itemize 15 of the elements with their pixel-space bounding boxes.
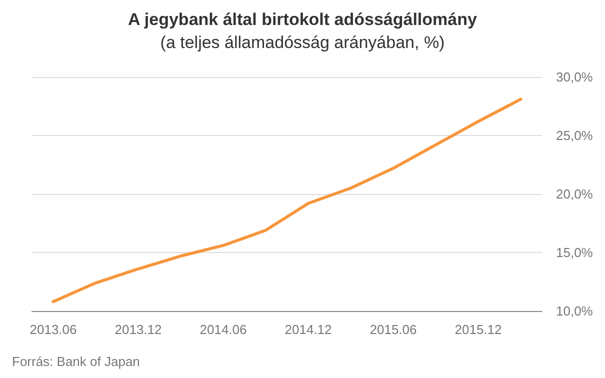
text: Forrás: Bank of Japan: [12, 354, 140, 369]
y-tick-label: 30,0%: [556, 70, 594, 84]
line-series: [52, 98, 522, 304]
x-tick-label: 2014.06: [200, 322, 247, 337]
x-tick-label: 2013.12: [114, 322, 162, 337]
y-tick-label: 20,0%: [556, 186, 594, 202]
y-tick-label: 25,0%: [556, 128, 594, 143]
y-tick-label: 15,0%: [556, 245, 594, 260]
y-tick-label: 10,0%: [556, 304, 594, 318]
chart-title: A jegybank által birtokolt adósságállomány: [128, 10, 478, 29]
x-tick-label: 2014.12: [284, 322, 332, 337]
chart-subtitle: (a teljes államadósság arányában, %): [160, 33, 445, 52]
x-tick-label: 2013.06: [30, 322, 77, 337]
x-tick-label: 2015.12: [454, 322, 502, 337]
x-tick-label: 2015.06: [370, 322, 417, 337]
